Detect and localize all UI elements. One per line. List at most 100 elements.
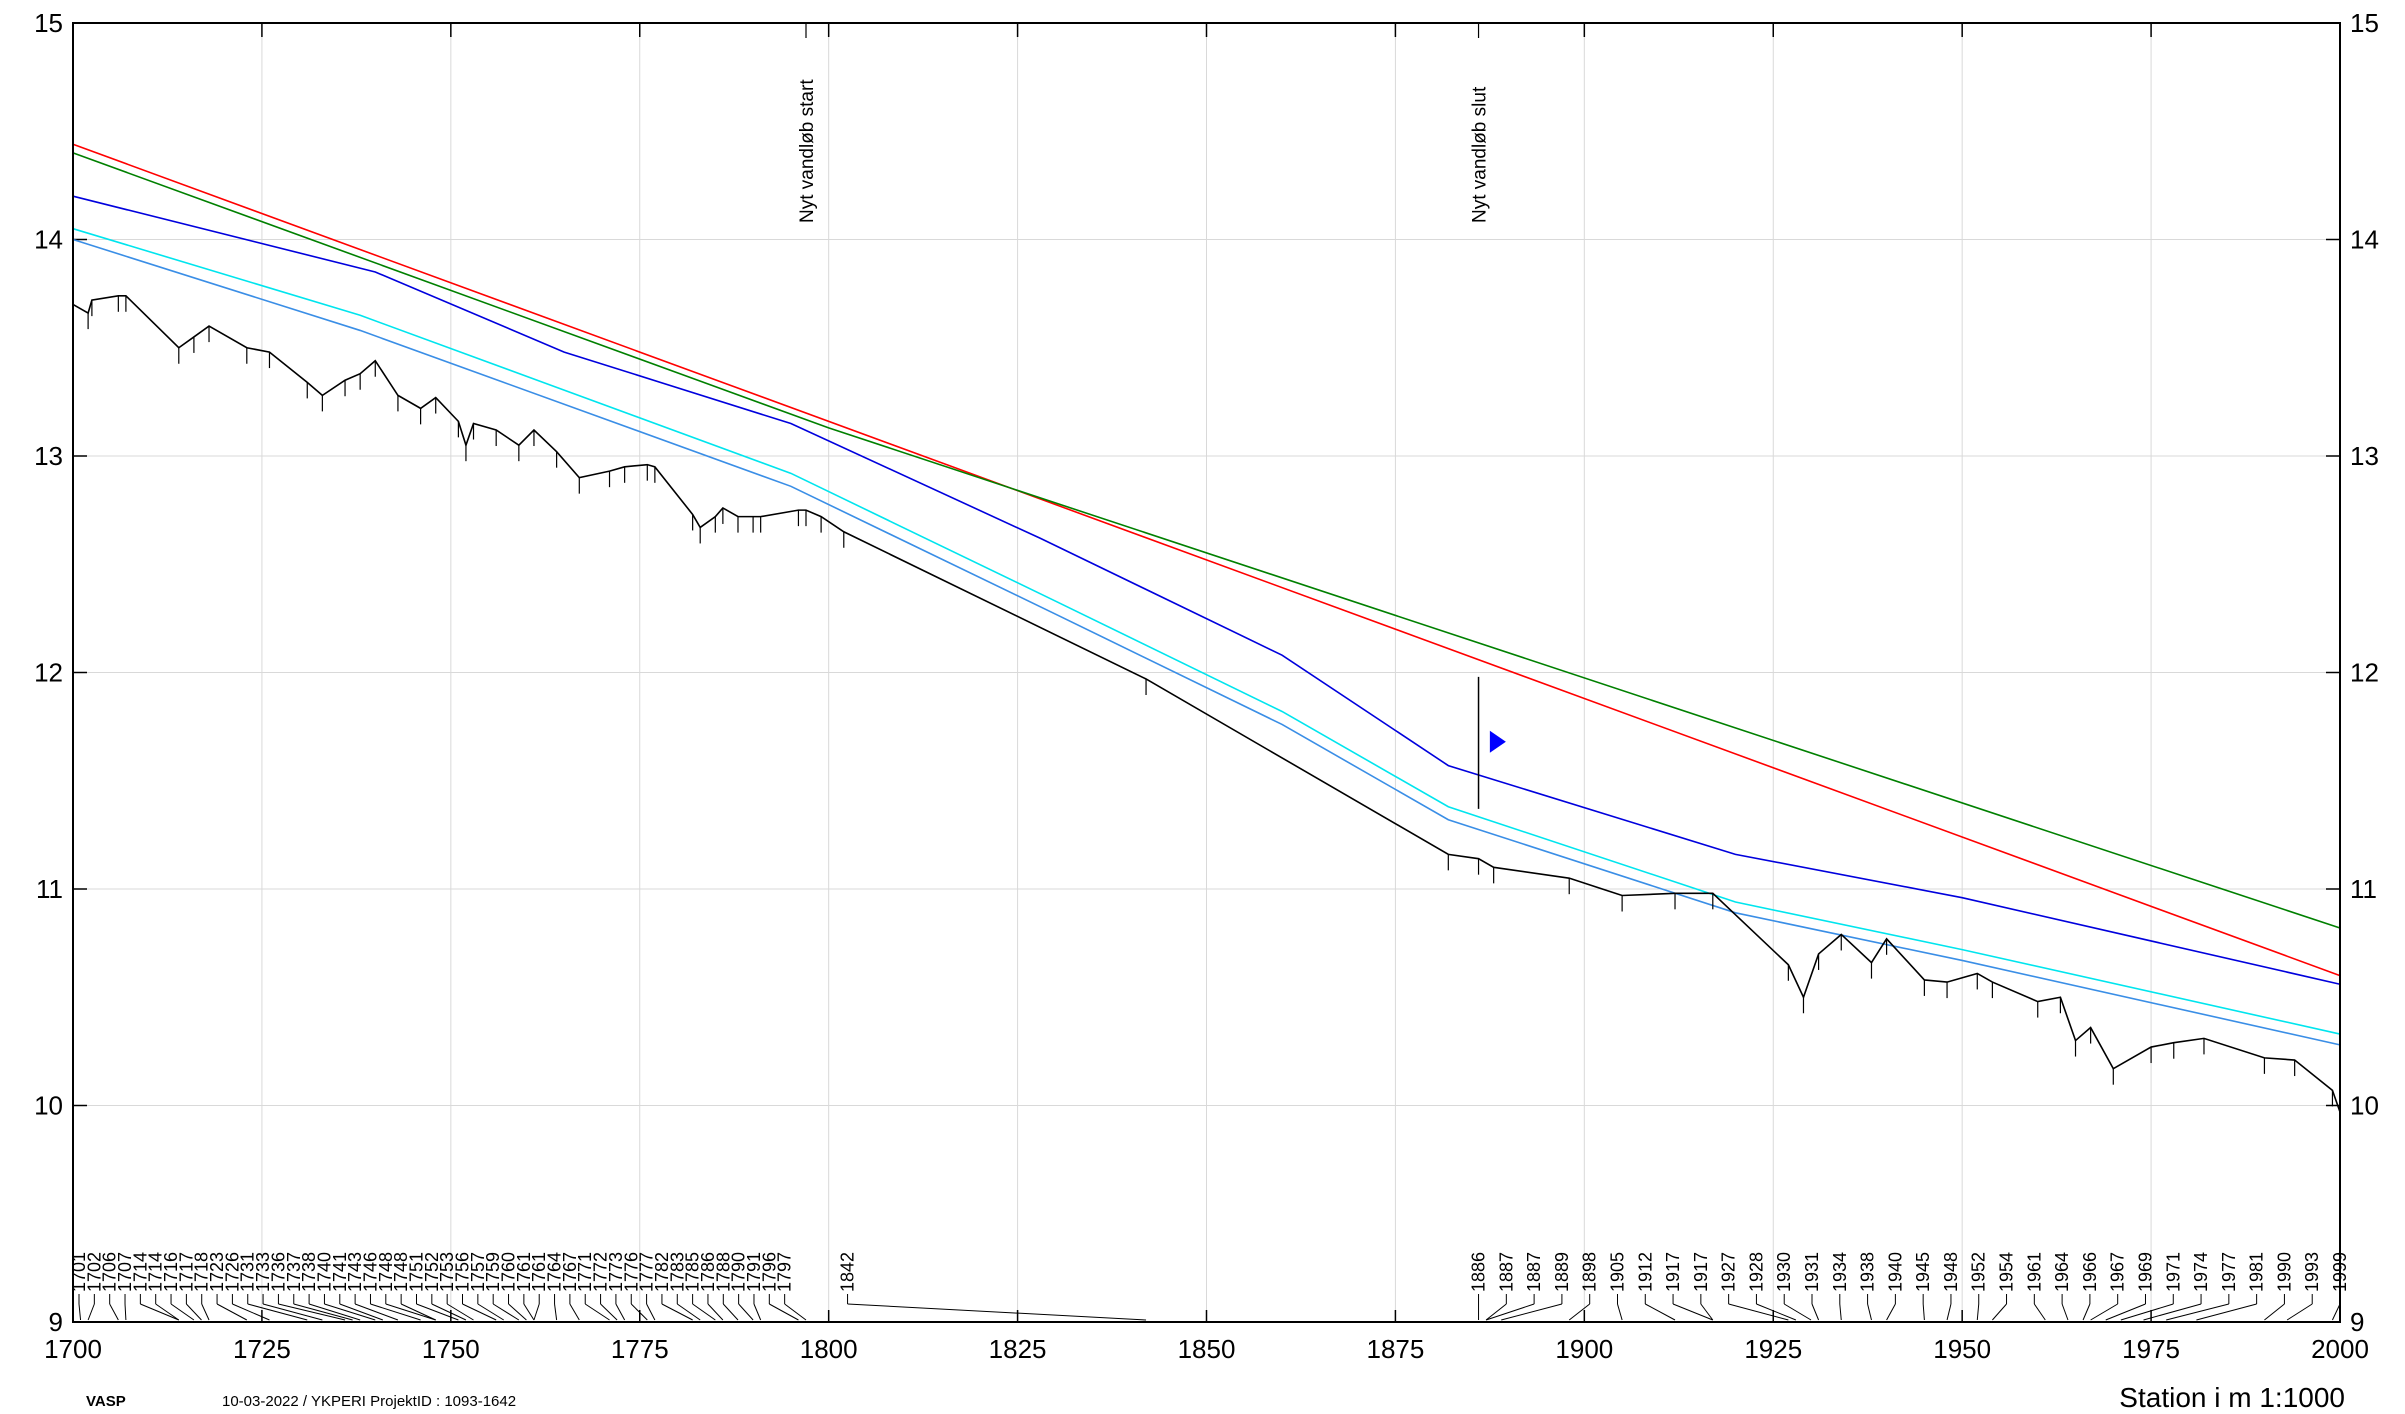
station-leader: [1839, 1303, 1842, 1321]
station-leader: [2033, 1303, 2046, 1321]
x-tick-label: 1975: [2122, 1334, 2180, 1364]
station-leader: [339, 1303, 383, 1321]
station-label: 1718: [192, 1252, 212, 1292]
station-leader: [87, 1303, 95, 1321]
station-leader: [615, 1303, 626, 1321]
station-label: 1993: [2302, 1252, 2322, 1292]
station-leader: [533, 1303, 540, 1321]
station-leader: [232, 1303, 270, 1321]
station-leader: [262, 1303, 323, 1321]
y-tick-label-right: 13: [2350, 441, 2379, 471]
x-axis-title: Station i m 1:1000: [2119, 1382, 2345, 1413]
station-label: 1751: [406, 1252, 426, 1292]
station-label: 1746: [360, 1252, 380, 1292]
x-tick-label: 1775: [611, 1334, 669, 1364]
y-tick-label-right: 9: [2350, 1307, 2364, 1337]
station-leader: [216, 1303, 248, 1321]
station-leader: [600, 1303, 618, 1321]
station-leader: [1811, 1303, 1820, 1321]
station-label: 1961: [2024, 1252, 2044, 1292]
station-leader: [1568, 1303, 1591, 1321]
station-leader: [492, 1303, 520, 1321]
station-label: 1707: [115, 1252, 135, 1292]
station-label: 1764: [545, 1252, 565, 1292]
station-leader: [1886, 1303, 1896, 1321]
y-tick-label-right: 14: [2350, 225, 2379, 255]
station-label: 1702: [84, 1252, 104, 1292]
y-tick-label-left: 13: [34, 441, 63, 471]
station-label: 1740: [314, 1252, 334, 1292]
station-label: 1898: [1580, 1252, 1600, 1292]
y-tick-label-left: 10: [34, 1091, 63, 1121]
tick-labels: 1700 1725 1750 1775 1800 1825 1850 1875 1900 1925…: [34, 8, 2379, 1364]
station-leader: [2166, 1303, 2229, 1321]
station-label: 1773: [606, 1252, 626, 1292]
station-leader: [385, 1303, 436, 1321]
station-leader: [308, 1303, 361, 1321]
y-tick-label-left: 14: [34, 225, 63, 255]
station-label: 1761: [514, 1252, 534, 1292]
station-leader: [1922, 1303, 1925, 1321]
station-label: 1948: [1941, 1252, 1961, 1292]
station-label: 1977: [2219, 1252, 2239, 1292]
station-leader: [416, 1303, 459, 1321]
station-leader: [569, 1303, 580, 1321]
station-leader: [124, 1303, 127, 1321]
station-label: 1752: [422, 1252, 442, 1292]
water-level-flag: [1489, 730, 1506, 753]
station-label: 1733: [253, 1252, 273, 1292]
station-label: 1954: [1997, 1252, 2017, 1292]
station-label: 1912: [1635, 1252, 1655, 1292]
station-label: 1964: [2052, 1252, 2072, 1292]
station-leader: [661, 1303, 693, 1321]
station-label: 1952: [1969, 1252, 1989, 1292]
station-label: 1938: [1858, 1252, 1878, 1292]
station-label: 1782: [652, 1252, 672, 1292]
station-label: 1748: [391, 1252, 411, 1292]
station-label: 1797: [775, 1252, 795, 1292]
station-label: 1756: [453, 1252, 473, 1292]
station-label: 1726: [222, 1252, 242, 1292]
y-tick-label-right: 10: [2350, 1091, 2379, 1121]
station-leader: [109, 1303, 119, 1321]
station-label: 1974: [2191, 1252, 2211, 1292]
station-label: 1889: [1552, 1252, 1572, 1292]
station-label: 1966: [2080, 1252, 2100, 1292]
station-leader: [784, 1303, 807, 1321]
station-label: 1786: [698, 1252, 718, 1292]
station-leader: [2105, 1303, 2146, 1321]
station-leader: [324, 1303, 376, 1321]
station-label: 1887: [1496, 1252, 1516, 1292]
station-label: 1759: [483, 1252, 503, 1292]
y-tick-label-left: 9: [49, 1307, 63, 1337]
station-label: 1777: [637, 1252, 657, 1292]
station-leader: [722, 1303, 739, 1321]
station-leader: [186, 1303, 202, 1321]
station-leader: [738, 1303, 754, 1321]
station-leader: [584, 1303, 610, 1321]
station-leader: [1946, 1303, 1952, 1321]
station-leader: [354, 1303, 399, 1321]
station-label: 1717: [176, 1252, 196, 1292]
station-label: 1714: [130, 1252, 150, 1292]
station-leader: [293, 1303, 353, 1321]
x-tick-label: 1825: [989, 1334, 1047, 1364]
station-leader: [370, 1303, 421, 1321]
section-markers: Nyt vandløb start Nyt vandløb slut: [797, 23, 1491, 223]
station-leader: [1976, 1303, 1980, 1321]
x-tick-label: 1725: [233, 1334, 291, 1364]
station-labels: 1701170217061707171417141716171717181723…: [69, 1252, 2350, 1321]
footer-app-name: VASP: [86, 1393, 126, 1410]
station-leader: [769, 1303, 799, 1321]
station-leader: [753, 1303, 762, 1321]
station-leader: [523, 1303, 535, 1321]
station-leader: [676, 1303, 701, 1321]
station-label: 1928: [1746, 1252, 1766, 1292]
station-leader: [630, 1303, 648, 1321]
station-leader: [1672, 1303, 1713, 1321]
station-label: 1790: [729, 1252, 749, 1292]
station-label: 1748: [376, 1252, 396, 1292]
station-label: 1736: [268, 1252, 288, 1292]
series-line-2: [72, 152, 2341, 929]
x-tick-label: 1750: [422, 1334, 480, 1364]
